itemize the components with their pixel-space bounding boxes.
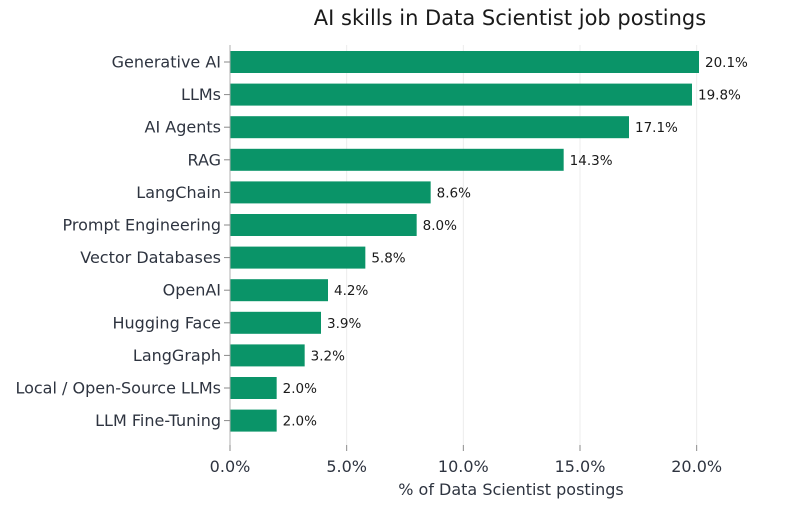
bar	[230, 409, 277, 432]
category-label: Prompt Engineering	[63, 216, 221, 235]
category-label: OpenAI	[163, 281, 221, 300]
bars: 20.1% 19.8% 17.1% 14.3% 8.6% 8.0% 5.8%4.2% 3.9%…	[230, 51, 748, 432]
bar	[230, 148, 564, 171]
category-label: Local / Open-Source LLMs	[15, 379, 221, 398]
data-label: 20.1%	[705, 55, 748, 71]
data-label: 5.8%	[371, 251, 405, 267]
category-label: RAG	[187, 150, 221, 169]
x-tick-label: 5.0%	[326, 457, 367, 476]
x-axis-label: % of Data Scientist postings	[398, 480, 624, 499]
category-label: LangChain	[136, 183, 221, 202]
category-label: Generative AI	[112, 53, 221, 72]
data-label: 3.2%	[311, 348, 345, 364]
bar	[230, 116, 629, 139]
bar	[230, 246, 366, 269]
axes: 0.0% 5.0% 10.0% 15.0% 20.0% Generative AI LLMs…	[15, 45, 722, 476]
data-label: 8.6%	[437, 185, 471, 201]
bar	[230, 344, 305, 367]
data-label: 14.3%	[570, 153, 613, 169]
bar	[230, 279, 328, 302]
category-label: LLMs	[181, 85, 221, 104]
x-tick-label: 0.0%	[210, 457, 251, 476]
bar	[230, 181, 431, 204]
bar	[230, 83, 692, 106]
x-tick-label: 15.0%	[555, 457, 606, 476]
data-label: 4.2%	[334, 283, 368, 299]
data-label: 2.0%	[283, 414, 317, 430]
bar	[230, 214, 417, 236]
bar	[230, 311, 321, 334]
category-label: LLM Fine-Tuning	[95, 411, 221, 430]
bar	[230, 51, 699, 73]
x-tick-label: 20.0%	[671, 457, 722, 476]
data-label: 8.0%	[423, 218, 457, 234]
data-label: 3.9%	[327, 316, 361, 332]
category-label: Hugging Face	[113, 313, 222, 332]
x-tick-label: 10.0%	[438, 457, 489, 476]
category-label: AI Agents	[145, 118, 221, 137]
chart-title: AI skills in Data Scientist job postings	[314, 6, 706, 30]
data-label: 19.8%	[698, 88, 741, 104]
category-label: LangGraph	[133, 346, 221, 365]
category-label: Vector Databases	[80, 248, 221, 267]
data-label: 2.0%	[283, 381, 317, 397]
bar	[230, 377, 277, 399]
data-label: 17.1%	[635, 120, 678, 136]
